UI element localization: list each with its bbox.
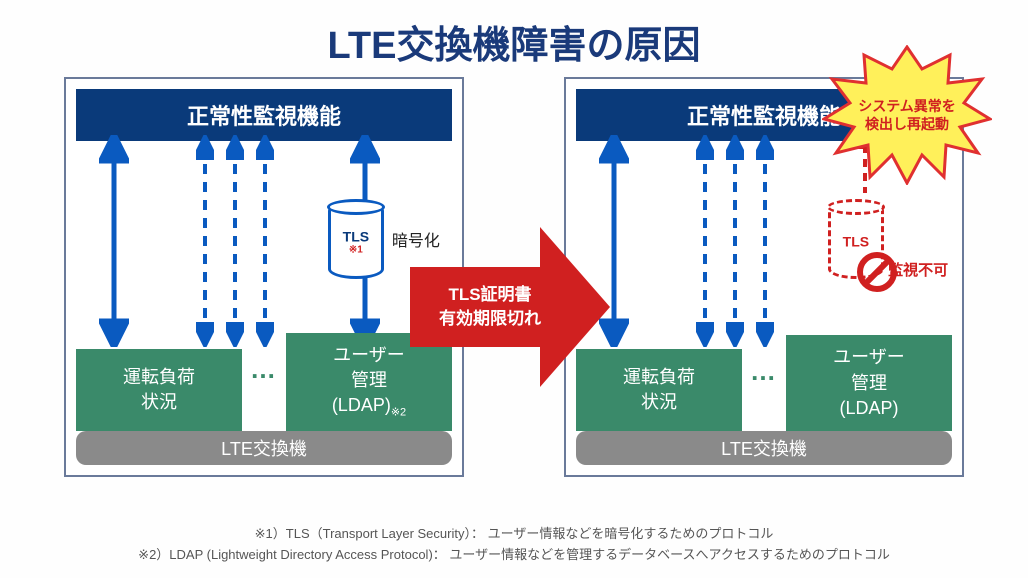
arrow-dashed-icon bbox=[226, 135, 244, 347]
boxes-right: 運転負荷 状況 … ユーザー 管理 (LDAP) bbox=[576, 335, 952, 431]
arrow-dashed-icon bbox=[726, 135, 744, 347]
dots-icon: … bbox=[750, 356, 778, 411]
arrow-dashed-icon bbox=[196, 135, 214, 347]
center-arrow: TLS証明書 有効期限切れ bbox=[410, 227, 610, 387]
starburst: システム異常を 検出し再起動 bbox=[822, 45, 992, 185]
footnote-1: ※1）TLS（Transport Layer Security）： ユーザー情報… bbox=[0, 524, 1028, 545]
center-arrow-line1: TLS証明書 bbox=[448, 285, 531, 304]
arrow-solid-icon bbox=[99, 135, 129, 347]
cylinder-label-right: TLS bbox=[843, 233, 869, 249]
arrow-dashed-icon bbox=[256, 135, 274, 347]
box-load-left: 運転負荷 状況 bbox=[76, 349, 242, 431]
panel-left: 正常性監視機能 bbox=[64, 77, 464, 477]
center-arrow-line2: 有効期限切れ bbox=[439, 309, 541, 328]
burst-line1: システム異常を bbox=[858, 98, 956, 114]
tls-cylinder-left: TLS※1 bbox=[328, 201, 384, 279]
arrow-dashed-icon bbox=[756, 135, 774, 347]
cylinder-caption-right: 監視不可 bbox=[888, 259, 948, 280]
cylinder-note: ※1 bbox=[343, 246, 369, 256]
lte-bar-left: LTE交換機 bbox=[76, 431, 452, 465]
panel-right: 正常性監視機能 TLS 監視不可 bbox=[564, 77, 964, 477]
box-ldap-right: ユーザー 管理 (LDAP) bbox=[786, 335, 952, 431]
dots-icon: … bbox=[250, 354, 278, 409]
monitor-bar-left: 正常性監視機能 bbox=[76, 89, 452, 141]
cylinder-label: TLS bbox=[343, 229, 369, 245]
boxes-left: 運転負荷 状況 … ユーザー 管理 (LDAP)※2 bbox=[76, 333, 452, 431]
burst-line2: 検出し再起動 bbox=[865, 116, 949, 132]
arrows-left: TLS※1 暗号化 bbox=[76, 135, 452, 347]
arrow-dashed-icon bbox=[696, 135, 714, 347]
tls-cylinder-right: TLS bbox=[828, 201, 884, 279]
footnotes: ※1）TLS（Transport Layer Security）： ユーザー情報… bbox=[0, 524, 1028, 566]
lte-bar-right: LTE交換機 bbox=[576, 431, 952, 465]
footnote-2: ※2）LDAP (Lightweight Directory Access Pr… bbox=[0, 545, 1028, 566]
panels-container: 正常性監視機能 bbox=[0, 77, 1028, 477]
